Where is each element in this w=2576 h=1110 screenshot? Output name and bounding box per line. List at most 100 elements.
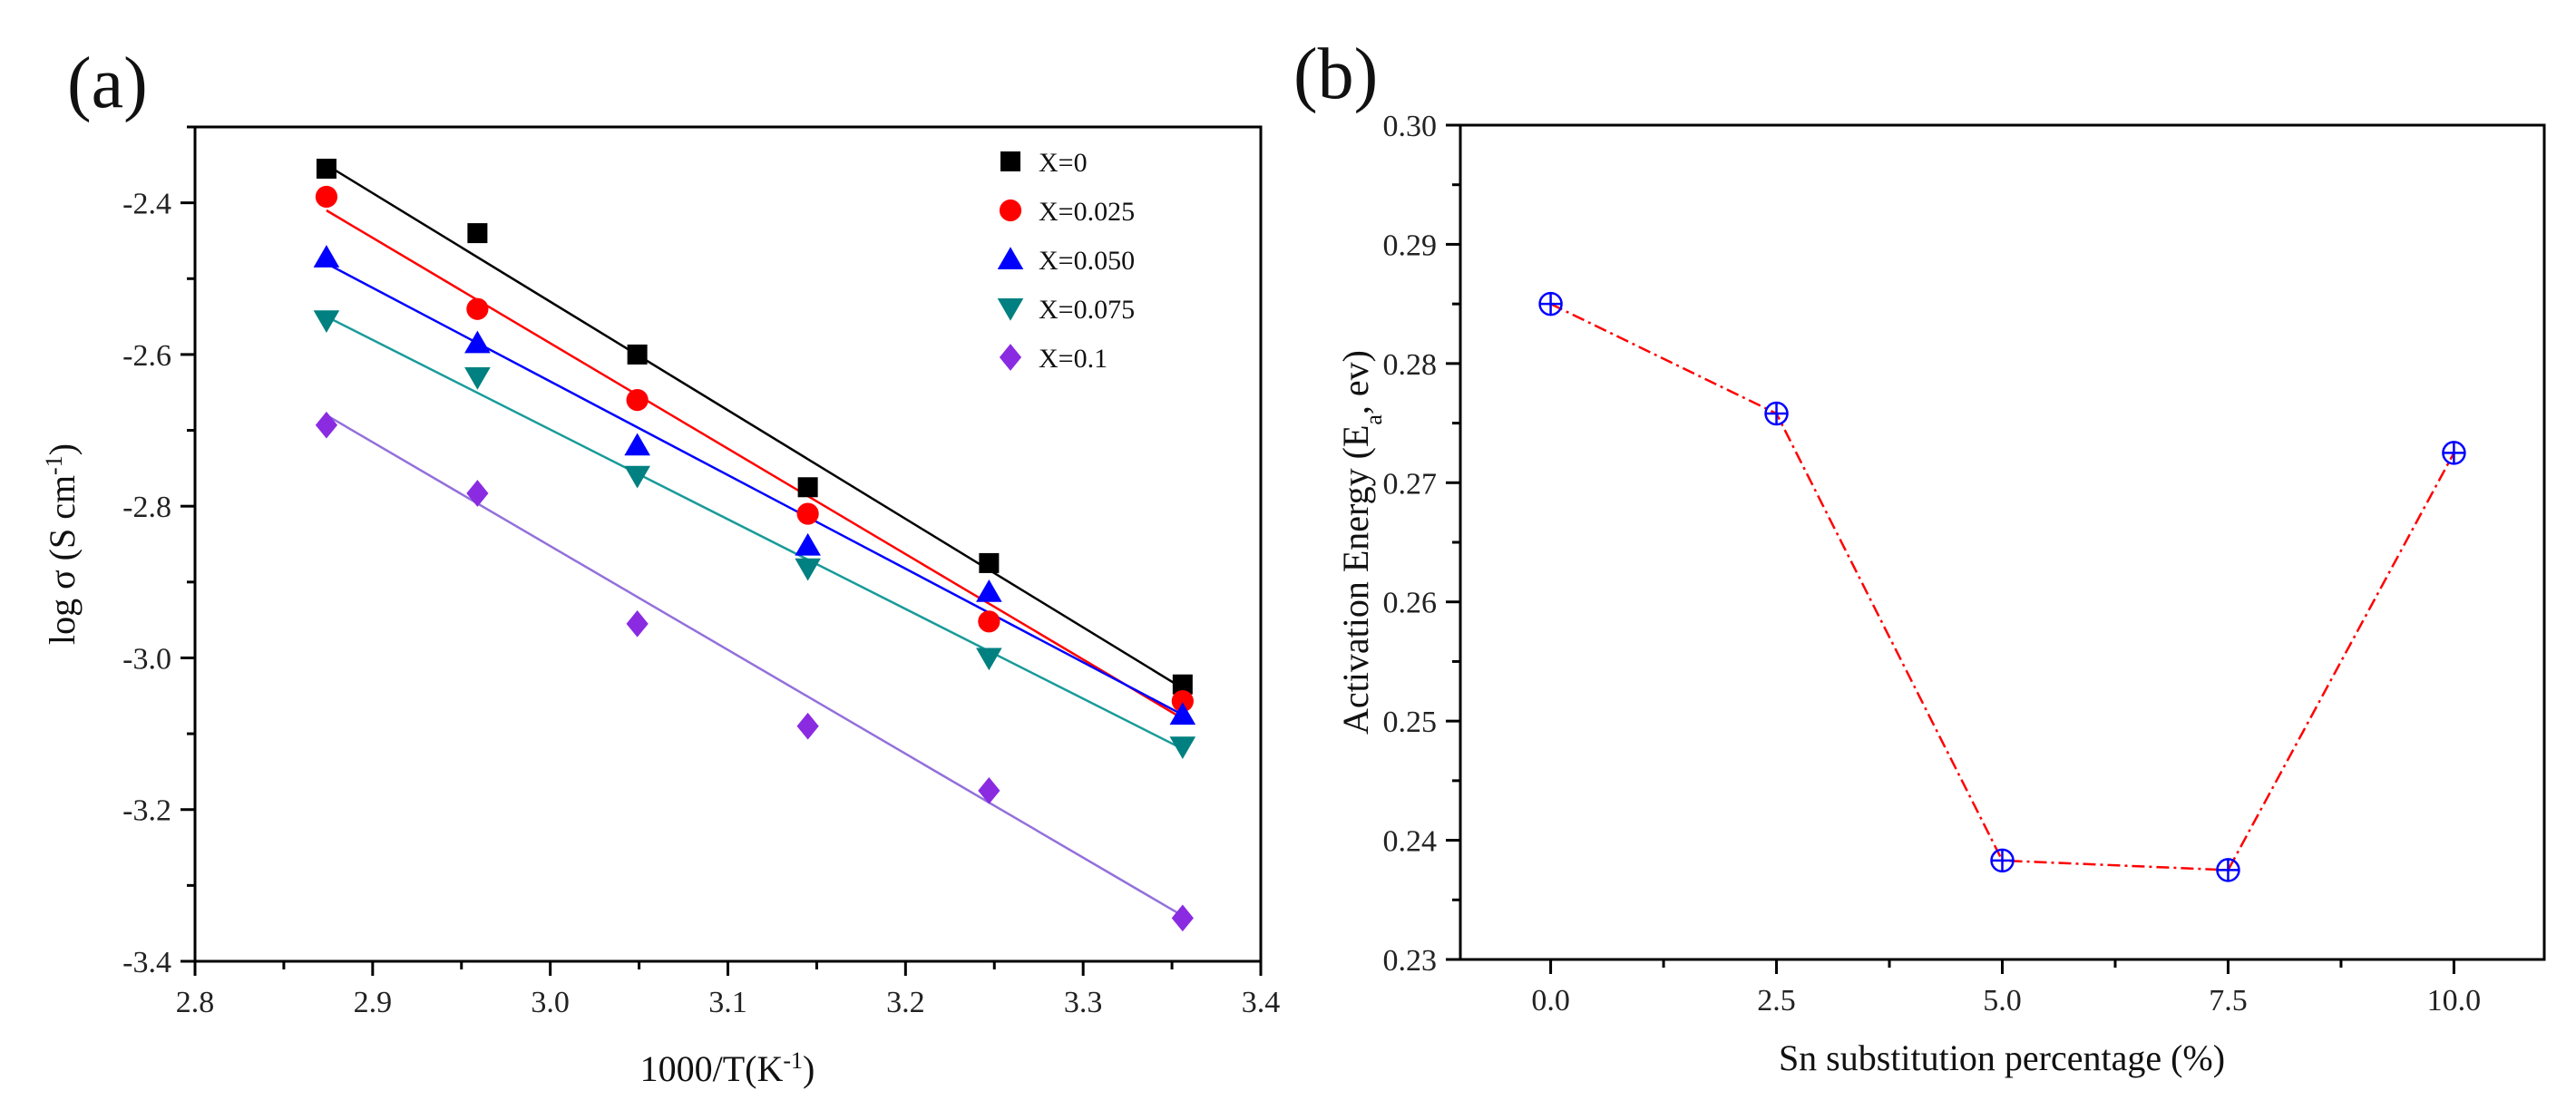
point-x-0-050 (464, 330, 491, 354)
legend-item-x0: X=0 (1000, 148, 1088, 178)
y-tick-label: -2.8 (122, 491, 171, 524)
point-x-0 (979, 552, 1000, 573)
panel-b: (b) 0.0 2.5 5.0 7.5 10.0 0.23 0.24 0.25 0.26 0.27… (1293, 34, 2546, 1078)
point-x-0-025 (978, 610, 1000, 633)
legend-marker-x0075 (997, 298, 1024, 321)
point-ea (2216, 858, 2240, 882)
x-tick-label: 3.2 (886, 986, 925, 1019)
point-ea (1538, 291, 1563, 316)
point-x-0-050 (1169, 702, 1196, 725)
panel-a-label: (a) (67, 44, 148, 123)
point-x-0-050 (795, 532, 821, 556)
panel-a-legend: X=0 X=0.025 X=0.050 X=0.075 X=0.1 (997, 148, 1135, 374)
y-tick-label: -3.0 (122, 642, 171, 676)
panel-a-y-axis-title: log σ (S cm-1) (41, 443, 83, 645)
panel-b-ticks: 0.0 2.5 5.0 7.5 10.0 0.23 0.24 0.25 0.26 0.27 0.28… (1383, 110, 2482, 1018)
legend-item-x0050: X=0.050 (997, 246, 1135, 276)
x-tick-label: 3.0 (531, 986, 570, 1019)
panel-a: (a) 2.8 2.9 3.0 3.1 3.2 3.3 3.4 -2.4 -2.6 -2.8 -3.… (41, 44, 1281, 1089)
legend-marker-x0050 (997, 247, 1024, 269)
point-x-0-075 (1169, 736, 1196, 760)
legend-label-x0025: X=0.025 (1039, 197, 1135, 227)
fit-line-x-0-050 (326, 262, 1184, 716)
point-ea (2442, 441, 2466, 465)
x-tick-label: 2.8 (176, 986, 215, 1019)
point-x-0-075 (976, 648, 1002, 671)
point-x-0-025 (796, 502, 819, 525)
legend-label-x01: X=0.1 (1039, 344, 1107, 374)
panel-a-fit-lines (326, 163, 1184, 917)
point-ea (1990, 848, 2015, 873)
y-tick-label: 0.23 (1383, 944, 1438, 978)
legend-label-x0050: X=0.050 (1039, 246, 1135, 276)
x-tick-label: 3.4 (1242, 986, 1281, 1019)
x-tick-label: 5.0 (1983, 984, 2022, 1018)
y-tick-label: 0.28 (1383, 348, 1438, 382)
point-x-0-075 (795, 558, 821, 581)
point-x-0-050 (313, 245, 340, 268)
panel-b-points (1538, 291, 2466, 882)
y-tick-label: -3.4 (122, 946, 171, 979)
point-x-0-1 (466, 480, 489, 507)
point-ea (1764, 401, 1789, 426)
x-tick-label: 10.0 (2427, 984, 2482, 1018)
fit-line-x-0-1 (326, 414, 1184, 917)
panel-b-series-line (1550, 303, 2455, 871)
panel-a-points (313, 159, 1196, 932)
x-tick-label: 3.1 (708, 986, 747, 1019)
y-tick-label: -2.6 (122, 339, 171, 373)
panel-a-x-axis-title: 1000/T(K-1) (640, 1047, 815, 1090)
fit-line-x-0 (326, 163, 1184, 689)
y-tick-label: 0.26 (1383, 587, 1438, 620)
point-x-0-050 (624, 433, 650, 456)
y-tick-label: 0.24 (1383, 825, 1438, 859)
legend-symbol-x-0-050 (997, 247, 1024, 269)
panel-b-x-axis-title: Sn substitution percentage (%) (1779, 1037, 2225, 1078)
point-x-0-1 (1171, 904, 1194, 932)
point-x-0-025 (315, 185, 338, 209)
point-x-0-025 (466, 297, 489, 320)
point-x-0-025 (626, 388, 649, 412)
legend-symbol-x-0 (1000, 151, 1020, 171)
point-x-0 (797, 477, 818, 498)
panel-b-plot-frame (1459, 123, 2546, 961)
fit-line-x-0-075 (326, 315, 1184, 750)
point-x-0 (1172, 674, 1193, 695)
y-tick-label: 0.27 (1383, 467, 1438, 501)
legend-symbol-x-0-075 (997, 298, 1024, 321)
point-x-0-050 (976, 579, 1002, 602)
panel-a-ticks: 2.8 2.9 3.0 3.1 3.2 3.3 3.4 -2.4 -2.6 -2.8 -3.0 -3.… (122, 125, 1281, 1019)
legend-marker-x0025 (999, 199, 1022, 222)
point-x-0-075 (313, 310, 340, 334)
legend-symbol-x-0-1 (999, 344, 1022, 371)
panel-b-label: (b) (1293, 34, 1378, 114)
legend-item-x0025: X=0.025 (999, 197, 1135, 227)
legend-marker-x01 (999, 344, 1022, 371)
x-tick-label: 0.0 (1531, 984, 1570, 1018)
point-x-0-025 (1171, 690, 1194, 713)
point-x-0 (316, 159, 337, 179)
series-line-ea (1550, 303, 2455, 871)
x-tick-label: 2.9 (354, 986, 393, 1019)
point-x-0-075 (624, 465, 650, 489)
point-x-0-1 (978, 776, 1000, 804)
legend-label-x0: X=0 (1039, 148, 1088, 178)
point-x-0-1 (626, 609, 649, 638)
x-tick-label: 2.5 (1757, 984, 1796, 1018)
y-tick-label: 0.25 (1383, 706, 1438, 739)
legend-item-x01: X=0.1 (999, 344, 1107, 374)
point-x-0-1 (315, 411, 338, 439)
legend-label-x0075: X=0.075 (1039, 295, 1135, 325)
x-tick-label: 7.5 (2209, 984, 2248, 1018)
y-tick-label: 0.30 (1383, 110, 1438, 143)
fit-line-x-0-025 (326, 209, 1184, 720)
y-tick-label: -3.2 (122, 794, 171, 828)
y-tick-label: -2.4 (122, 188, 171, 221)
point-x-0-1 (796, 712, 819, 740)
panel-b-y-axis-title: Activation Energy (Ea, ev) (1335, 350, 1387, 735)
legend-item-x0075: X=0.075 (997, 295, 1135, 325)
point-x-0 (627, 344, 648, 365)
legend-symbol-x-0-025 (999, 199, 1022, 222)
point-x-0-075 (464, 367, 491, 390)
